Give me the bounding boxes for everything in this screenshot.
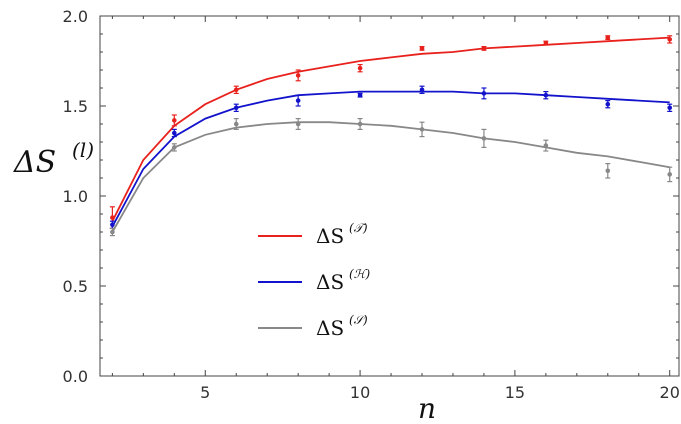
data-point: [233, 105, 239, 111]
data-point: [172, 118, 177, 123]
data-point: [605, 168, 611, 174]
data-point: [481, 136, 487, 141]
data-point: [110, 229, 115, 235]
y-tick-label: 0.5: [63, 277, 88, 296]
data-point: [419, 87, 425, 93]
x-tick-label: 10: [350, 383, 370, 402]
series-0: [109, 35, 673, 229]
plot-border: [99, 15, 680, 377]
data-point: [295, 98, 301, 103]
y-tick-label: 1.5: [63, 97, 88, 116]
data-point: [172, 145, 177, 150]
data-point: [357, 121, 363, 127]
data-point: [295, 73, 301, 78]
x-tick-label: 20: [660, 383, 680, 402]
data-point: [357, 92, 363, 98]
data-point: [481, 91, 487, 96]
data-point: [543, 143, 549, 148]
data-point: [419, 127, 425, 132]
legend-label-superscript: (𝒮): [349, 313, 368, 327]
data-point: [543, 92, 549, 98]
series-line: [111, 121, 670, 233]
series-layer: [109, 35, 673, 237]
data-point: [667, 172, 673, 177]
data-point: [419, 46, 425, 51]
x-tick-label: 15: [505, 383, 525, 402]
legend-label: ΔS: [316, 270, 344, 294]
y-axis-label-main: ΔS: [13, 145, 56, 180]
legend-label-superscript: (ℋ): [349, 267, 371, 281]
data-point: [233, 87, 239, 93]
y-axis-label: ΔS: [13, 145, 56, 180]
legend: ΔS (𝒯) ΔS (ℋ) ΔS (𝒮): [258, 221, 371, 340]
data-point: [667, 105, 673, 111]
x-axis-label: n: [418, 392, 436, 424]
data-point: [543, 40, 549, 46]
data-point: [233, 121, 239, 127]
series-1: [109, 85, 673, 229]
x-tick-label: 5: [200, 383, 210, 402]
data-point: [172, 130, 177, 136]
legend-label: ΔS: [316, 316, 344, 340]
data-point: [110, 222, 115, 228]
data-point: [110, 215, 115, 220]
data-point: [605, 35, 611, 40]
series-line: [111, 36, 670, 222]
y-tick-label: 2.0: [63, 7, 88, 26]
legend-label: ΔS: [316, 224, 344, 248]
data-point: [605, 101, 611, 107]
data-point: [357, 65, 363, 71]
data-point: [667, 37, 673, 42]
series-2: [109, 117, 673, 237]
axis-ticks: 5 10 15 20 0.0 0.5 1.0 1.5 2.0: [63, 7, 680, 402]
series-line: [111, 90, 670, 228]
data-point: [295, 121, 301, 127]
data-point: [481, 46, 487, 51]
y-tick-label: 0.0: [63, 367, 88, 386]
plot-frame: [99, 15, 680, 377]
y-axis-label-superscript: (l): [72, 138, 94, 162]
legend-label-superscript: (𝒯): [349, 221, 368, 235]
y-tick-label: 1.0: [63, 187, 88, 206]
